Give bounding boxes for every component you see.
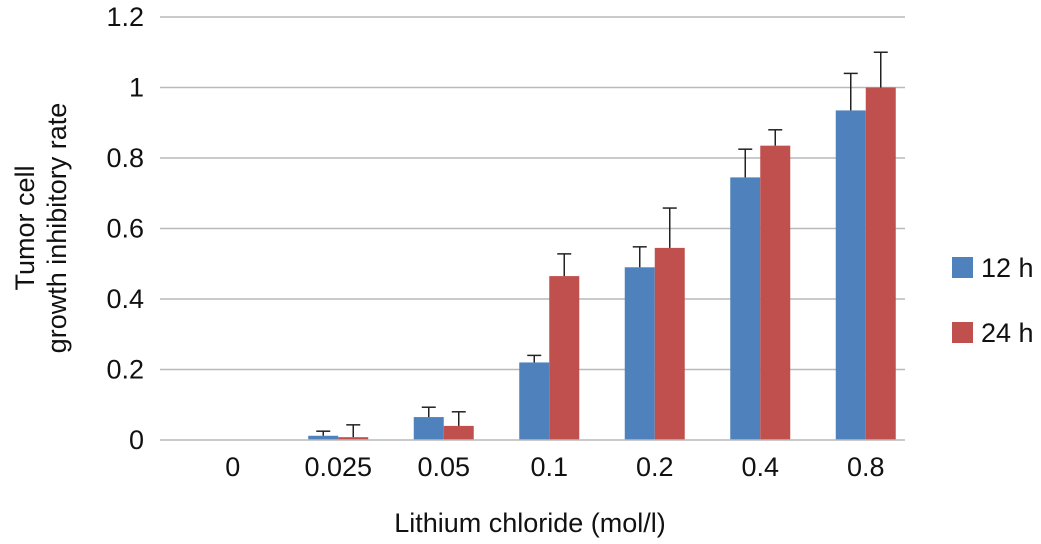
bar (654, 247, 685, 440)
y-axis-title-line-1: Tumor cell (10, 165, 40, 290)
y-tick-label: 0.4 (106, 284, 144, 314)
bars (308, 87, 896, 440)
y-axis-title: Tumor cell growth inhibitory rate (10, 103, 72, 354)
gridlines (160, 16, 905, 371)
y-tick-label: 0.8 (106, 143, 144, 173)
legend-swatch (952, 322, 973, 343)
x-tick-label: 0.8 (847, 452, 885, 482)
legend: 12 h 24 h (952, 253, 1034, 348)
error-bars (316, 51, 888, 438)
y-tick-label: 0 (129, 425, 144, 455)
bar (760, 145, 791, 440)
bar (835, 110, 866, 440)
bar (519, 362, 550, 440)
x-tick-label: 0.025 (304, 452, 372, 482)
bar (865, 87, 896, 440)
x-tick-label: 0.4 (741, 452, 779, 482)
y-tick-label: 0.6 (106, 214, 144, 244)
x-tick-label: 0 (225, 452, 240, 482)
x-tick-label: 0.05 (417, 452, 470, 482)
legend-label: 12 h (981, 253, 1034, 283)
bar (730, 177, 761, 440)
bar (624, 267, 655, 440)
bar (338, 437, 369, 440)
y-tick-label: 0.2 (106, 355, 144, 385)
bar (443, 425, 474, 440)
bar (308, 435, 339, 440)
y-axis-ticks: 0 0.2 0.4 0.6 0.8 1 1.2 (106, 2, 144, 455)
bar (549, 276, 580, 440)
x-tick-label: 0.1 (530, 452, 568, 482)
bar (413, 417, 444, 440)
y-tick-label: 1 (129, 73, 144, 103)
y-axis-title-line-2: growth inhibitory rate (42, 103, 72, 354)
x-tick-label: 0.2 (636, 452, 674, 482)
legend-swatch (952, 257, 973, 278)
y-tick-label: 1.2 (106, 2, 144, 32)
x-axis-ticks: 0 0.025 0.05 0.1 0.2 0.4 0.8 (225, 452, 884, 482)
legend-label: 24 h (981, 318, 1034, 348)
x-axis-title: Lithium chloride (mol/l) (394, 508, 666, 538)
